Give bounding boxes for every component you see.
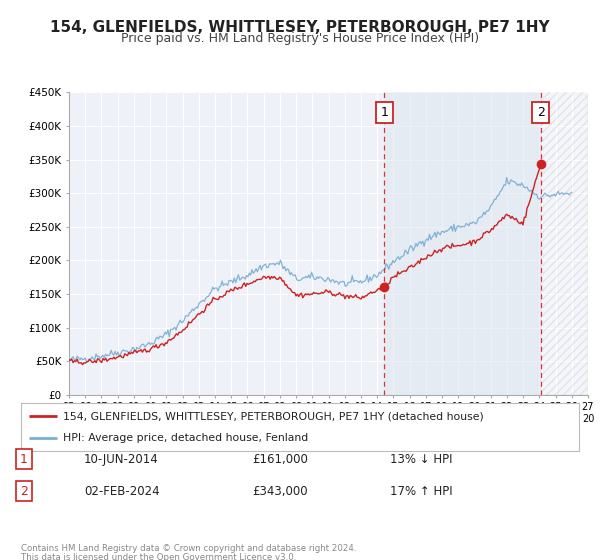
Text: HPI: Average price, detached house, Fenland: HPI: Average price, detached house, Fenl… xyxy=(63,433,308,443)
Text: £343,000: £343,000 xyxy=(252,484,308,498)
Text: 17% ↑ HPI: 17% ↑ HPI xyxy=(390,484,452,498)
Text: 154, GLENFIELDS, WHITTLESEY, PETERBOROUGH, PE7 1HY (detached house): 154, GLENFIELDS, WHITTLESEY, PETERBOROUG… xyxy=(63,411,484,421)
Text: Price paid vs. HM Land Registry's House Price Index (HPI): Price paid vs. HM Land Registry's House … xyxy=(121,32,479,45)
Bar xyxy=(384,92,541,395)
Text: 13% ↓ HPI: 13% ↓ HPI xyxy=(390,452,452,466)
Text: 1: 1 xyxy=(20,452,28,466)
Bar xyxy=(541,92,588,395)
Text: 2: 2 xyxy=(20,484,28,498)
Text: 154, GLENFIELDS, WHITTLESEY, PETERBOROUGH, PE7 1HY: 154, GLENFIELDS, WHITTLESEY, PETERBOROUG… xyxy=(50,20,550,35)
Text: 2: 2 xyxy=(537,106,545,119)
Text: Contains HM Land Registry data © Crown copyright and database right 2024.: Contains HM Land Registry data © Crown c… xyxy=(21,544,356,553)
Text: 1: 1 xyxy=(380,106,388,119)
Text: This data is licensed under the Open Government Licence v3.0.: This data is licensed under the Open Gov… xyxy=(21,553,296,560)
Text: 02-FEB-2024: 02-FEB-2024 xyxy=(84,484,160,498)
Text: £161,000: £161,000 xyxy=(252,452,308,466)
Bar xyxy=(541,92,588,395)
Text: 10-JUN-2014: 10-JUN-2014 xyxy=(84,452,159,466)
